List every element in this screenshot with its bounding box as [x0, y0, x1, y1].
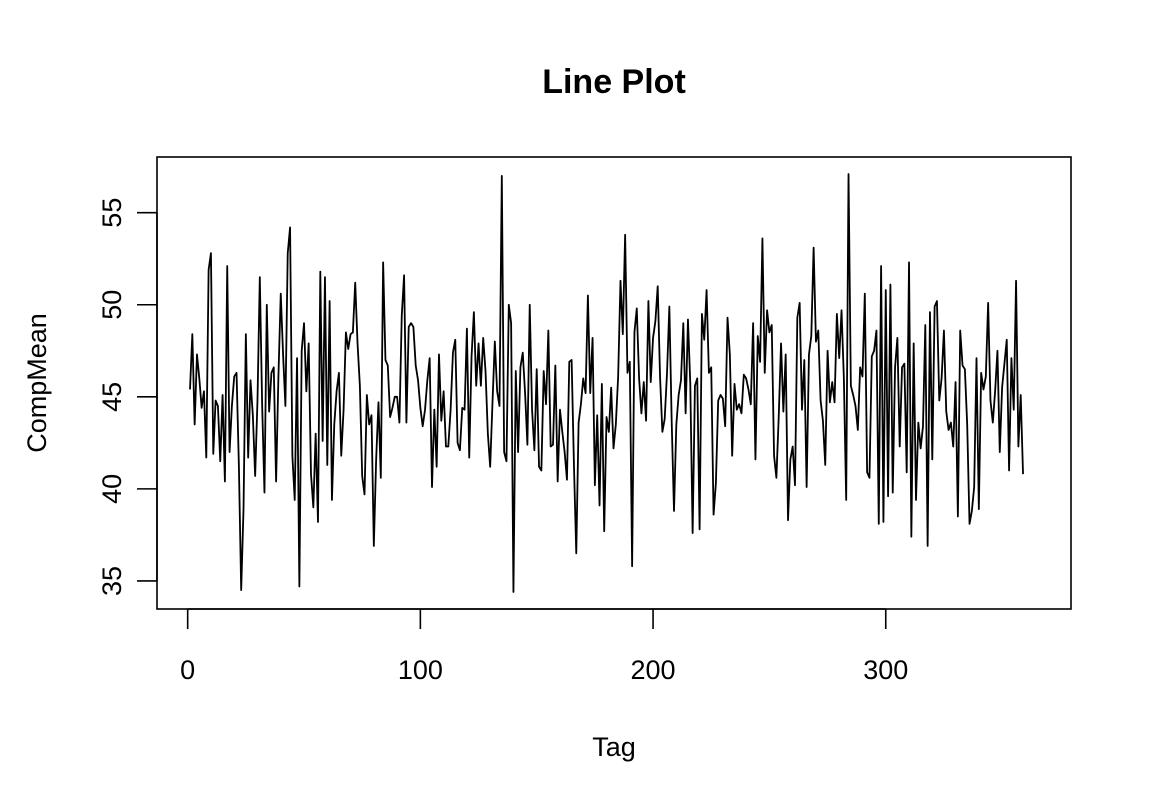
y-axis-label: CompMean: [22, 313, 52, 453]
x-axis: 0 100 200 300: [180, 608, 908, 685]
y-tick-label: 45: [97, 382, 127, 412]
x-tick-label: 100: [398, 655, 443, 685]
series-line: [189, 173, 1024, 593]
x-tick-label: 300: [863, 655, 908, 685]
y-tick-label: 55: [97, 198, 127, 228]
x-tick-label: 200: [631, 655, 676, 685]
y-axis: 35 40 45 50 55: [97, 198, 158, 596]
y-tick-label: 50: [97, 290, 127, 320]
y-tick-label: 40: [97, 474, 127, 504]
x-tick-label: 0: [180, 655, 195, 685]
y-tick-label: 35: [97, 566, 127, 596]
chart-title: Line Plot: [542, 63, 686, 101]
x-axis-label: Tag: [592, 732, 636, 762]
